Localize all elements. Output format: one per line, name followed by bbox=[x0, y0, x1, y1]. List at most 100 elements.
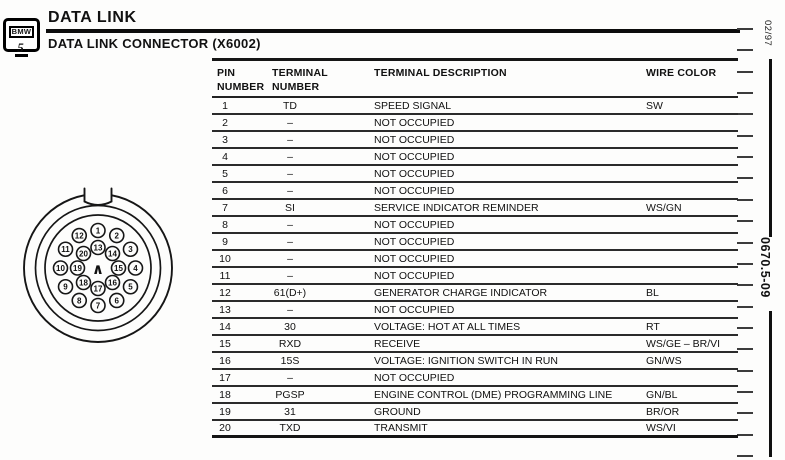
terminal-description-cell: NOT OCCUPIED bbox=[374, 252, 455, 265]
page-subtitle: DATA LINK CONNECTOR (X6002) bbox=[48, 36, 261, 51]
pin-number-label: 12 bbox=[75, 231, 84, 240]
pin-5: 5 bbox=[122, 278, 139, 295]
keyway-notch bbox=[83, 187, 113, 206]
margin-tick bbox=[737, 326, 753, 329]
terminal-description-cell: VOLTAGE: IGNITION SWITCH IN RUN bbox=[374, 354, 558, 367]
terminal-number-cell: PGSP bbox=[275, 388, 305, 401]
table-row: 16 15S VOLTAGE: IGNITION SWITCH IN RUN GN/W… bbox=[212, 353, 738, 370]
terminal-number-cell: TD bbox=[283, 99, 297, 112]
terminal-description-cell: ENGINE CONTROL (DME) PROGRAMMING LINE bbox=[374, 388, 613, 401]
terminal-description-cell: NOT OCCUPIED bbox=[374, 184, 455, 197]
wire-color-cell: WS/GE – BR/VI bbox=[646, 337, 721, 350]
margin-tick bbox=[737, 198, 753, 201]
terminal-number-cell: – bbox=[287, 303, 293, 316]
margin-tick bbox=[737, 305, 753, 308]
table-row: 11 – NOT OCCUPIED bbox=[212, 268, 738, 285]
connector-pin-field bbox=[44, 214, 152, 322]
pin-number-label: 8 bbox=[77, 296, 82, 305]
terminal-description-cell: VOLTAGE: HOT AT ALL TIMES bbox=[374, 320, 521, 333]
margin-tick bbox=[737, 390, 753, 393]
terminal-description-cell: GENERATOR CHARGE INDICATOR bbox=[374, 286, 548, 299]
table-row: 20 TXD TRANSMIT WS/VI bbox=[212, 421, 738, 438]
pin-number-label: 20 bbox=[79, 249, 88, 258]
pin-number-cell: 12 bbox=[219, 286, 231, 299]
pin-8: 8 bbox=[71, 292, 88, 309]
pin-number-label: 16 bbox=[108, 278, 117, 287]
table-row: 14 30 VOLTAGE: HOT AT ALL TIMES RT bbox=[212, 319, 738, 336]
margin-rule-top bbox=[769, 59, 772, 237]
terminal-number-cell: – bbox=[287, 116, 293, 129]
pin-number-cell: 2 bbox=[222, 116, 228, 129]
pin-number-cell: 17 bbox=[219, 371, 231, 384]
pin-14: 14 bbox=[104, 245, 121, 262]
pin-10: 10 bbox=[52, 260, 69, 276]
terminal-number-cell: – bbox=[287, 371, 293, 384]
margin-tick bbox=[737, 92, 753, 95]
pin-number-cell: 4 bbox=[222, 150, 228, 163]
margin-tick bbox=[737, 262, 753, 265]
pin-13: 13 bbox=[90, 239, 106, 256]
margin-tick bbox=[737, 70, 753, 73]
table-row: 19 31 GROUND BR/OR bbox=[212, 404, 738, 421]
pin-9: 9 bbox=[57, 278, 74, 295]
pin-number-cell: 14 bbox=[219, 320, 231, 333]
table-row: 6 – NOT OCCUPIED bbox=[212, 183, 738, 200]
terminal-number-cell: – bbox=[287, 167, 293, 180]
terminal-description-cell: RECEIVE bbox=[374, 337, 421, 350]
pin-17: 17 bbox=[90, 280, 106, 297]
pin-number-cell: 15 bbox=[219, 337, 231, 350]
series-number: 5 bbox=[15, 41, 28, 57]
table-row: 5 – NOT OCCUPIED bbox=[212, 166, 738, 183]
margin-tick bbox=[737, 177, 753, 180]
terminal-number-cell: – bbox=[287, 150, 293, 163]
wire-color-cell: SW bbox=[646, 99, 663, 112]
pin-11: 11 bbox=[57, 241, 74, 258]
wire-color-cell: GN/WS bbox=[646, 354, 682, 367]
pin-number-cell: 5 bbox=[222, 167, 228, 180]
terminal-description-cell: SPEED SIGNAL bbox=[374, 99, 452, 112]
table-row: 15 RXD RECEIVE WS/GE – BR/VI bbox=[212, 336, 738, 353]
pin-6: 6 bbox=[108, 292, 125, 309]
wire-color-cell: BL bbox=[646, 286, 659, 299]
table-row: 9 – NOT OCCUPIED bbox=[212, 234, 738, 251]
pin-2: 2 bbox=[108, 227, 125, 244]
terminal-number-cell: – bbox=[287, 235, 293, 248]
table-row: 13 – NOT OCCUPIED bbox=[212, 302, 738, 319]
table-row: 7 SI SERVICE INDICATOR REMINDER WS/GN bbox=[212, 200, 738, 217]
terminal-description-cell: NOT OCCUPIED bbox=[374, 150, 455, 163]
terminal-description-cell: NOT OCCUPIED bbox=[374, 218, 455, 231]
pin-3: 3 bbox=[122, 241, 139, 258]
table-row: 12 61(D+) GENERATOR CHARGE INDICATOR BL bbox=[212, 285, 738, 302]
wire-color-cell: GN/BL bbox=[646, 388, 678, 401]
pin-16: 16 bbox=[104, 274, 121, 291]
page-title: DATA LINK bbox=[48, 9, 137, 26]
bmw-logo: BMW bbox=[8, 26, 35, 38]
margin-tick bbox=[737, 412, 753, 415]
pin-number-label: 11 bbox=[61, 245, 70, 254]
terminal-description-cell: NOT OCCUPIED bbox=[374, 371, 455, 384]
pin-number-cell: 10 bbox=[219, 252, 231, 265]
terminal-number-cell: – bbox=[287, 184, 293, 197]
table-header-row: PIN NUMBER TERMINAL NUMBER TERMINAL DESCRIPT… bbox=[212, 61, 738, 98]
wire-color-cell: RT bbox=[646, 320, 660, 333]
table-row: 1 TD SPEED SIGNAL SW bbox=[212, 98, 738, 115]
pin-number-cell: 18 bbox=[219, 388, 231, 401]
pin-number-label: 10 bbox=[56, 264, 65, 273]
terminal-description-cell: GROUND bbox=[374, 405, 421, 418]
center-key-glyph: ∧ bbox=[92, 260, 104, 278]
terminal-number-cell: – bbox=[287, 252, 293, 265]
pin-number-cell: 1 bbox=[222, 99, 228, 112]
pin-number-label: 14 bbox=[108, 249, 117, 258]
pin-number-cell: 13 bbox=[219, 303, 231, 316]
pin-number-label: 18 bbox=[79, 278, 88, 287]
pin-19: 19 bbox=[69, 260, 86, 276]
bmw-series-badge: BMW 5 bbox=[3, 18, 40, 57]
table-row: 4 – NOT OCCUPIED bbox=[212, 149, 738, 166]
terminal-description-cell: NOT OCCUPIED bbox=[374, 133, 455, 146]
column-header: TERMINAL DESCRIPTION bbox=[374, 67, 507, 79]
column-header: TERMINAL NUMBER bbox=[272, 67, 328, 93]
pin-number-label: 2 bbox=[115, 231, 120, 240]
pin-7: 7 bbox=[90, 297, 106, 314]
wire-color-cell: WS/GN bbox=[646, 201, 682, 214]
pin-number-cell: 19 bbox=[219, 405, 231, 418]
